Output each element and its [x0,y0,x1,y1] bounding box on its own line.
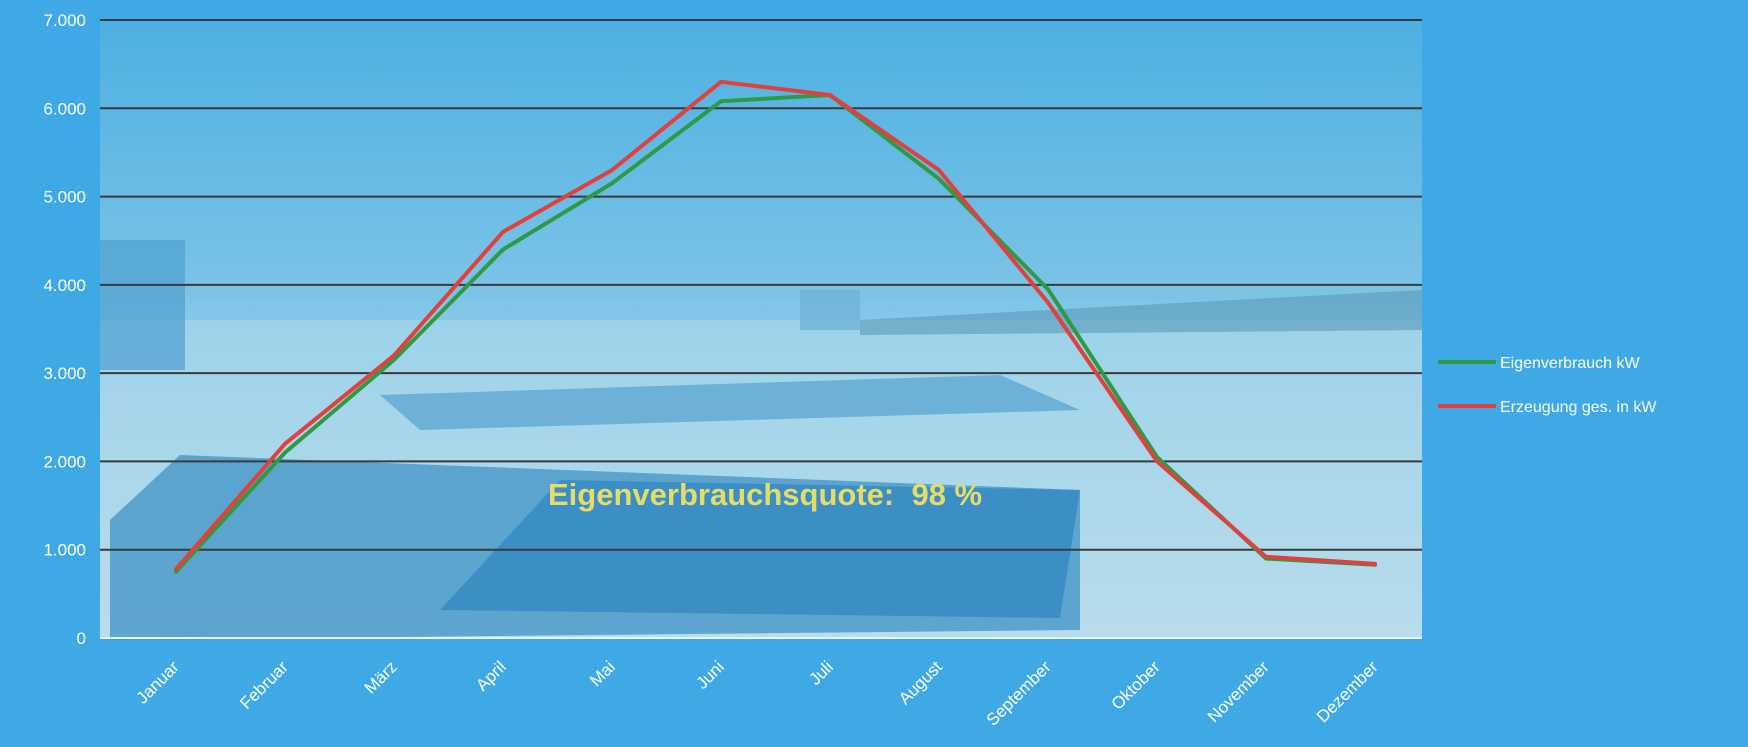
x-tick-label: Juni [692,657,727,692]
y-tick-label: 5.000 [43,188,86,207]
x-tick-label: Dezember [1313,657,1382,726]
data-point [610,181,614,185]
data-point [828,93,832,97]
y-tick-label: 6.000 [43,99,86,118]
data-point [1046,301,1050,305]
x-tick-label: März [361,657,401,697]
data-point [283,451,287,455]
x-tick-label: Juli [805,657,836,688]
x-tick-label: September [983,657,1055,729]
x-axis: Januar Februar März April Mai Juni Juli August S… [133,657,1382,729]
x-tick-label: April [472,657,509,694]
series-layer [174,79,1377,574]
y-tick-label: 2.000 [43,452,86,471]
data-point [174,570,178,574]
x-tick-label: Oktober [1108,657,1164,713]
y-tick-label: 7.000 [43,11,86,30]
y-tick-label: 0 [77,629,86,648]
data-point [501,248,505,252]
data-point [283,442,287,446]
x-tick-label: November [1204,657,1273,726]
data-point [937,177,941,181]
self-consumption-annotation: Eigenverbrauchsquote: 98 % [548,477,982,512]
data-point [719,99,723,103]
legend-label: Erzeugung ges. in kW [1500,399,1657,416]
y-tick-label: 4.000 [43,276,86,295]
legend: Eigenverbrauch kW Erzeugung ges. in kW [1438,355,1657,416]
data-point [174,567,178,571]
data-point [1046,287,1050,291]
y-tick-label: 1.000 [43,541,86,560]
background-photo [100,20,1422,640]
legend-label: Eigenverbrauch kW [1500,355,1641,372]
x-tick-label: Januar [133,657,183,707]
data-point [392,358,396,362]
data-point [501,230,505,234]
x-tick-label: Februar [236,657,292,713]
data-point [1264,555,1268,559]
data-point [610,168,614,172]
data-point [1155,459,1159,463]
x-tick-label: August [895,657,946,708]
series-line-2 [174,79,1377,572]
x-tick-label: Mai [586,657,619,690]
y-tick-label: 3.000 [43,364,86,383]
y-axis: 0 1.000 2.000 3.000 4.000 5.000 6.000 7.000 [43,11,86,648]
data-point [1373,562,1377,566]
series-line-1 [174,93,1377,574]
data-point [719,80,723,84]
data-point [937,168,941,172]
gridlines [100,19,1422,639]
data-point [392,353,396,357]
